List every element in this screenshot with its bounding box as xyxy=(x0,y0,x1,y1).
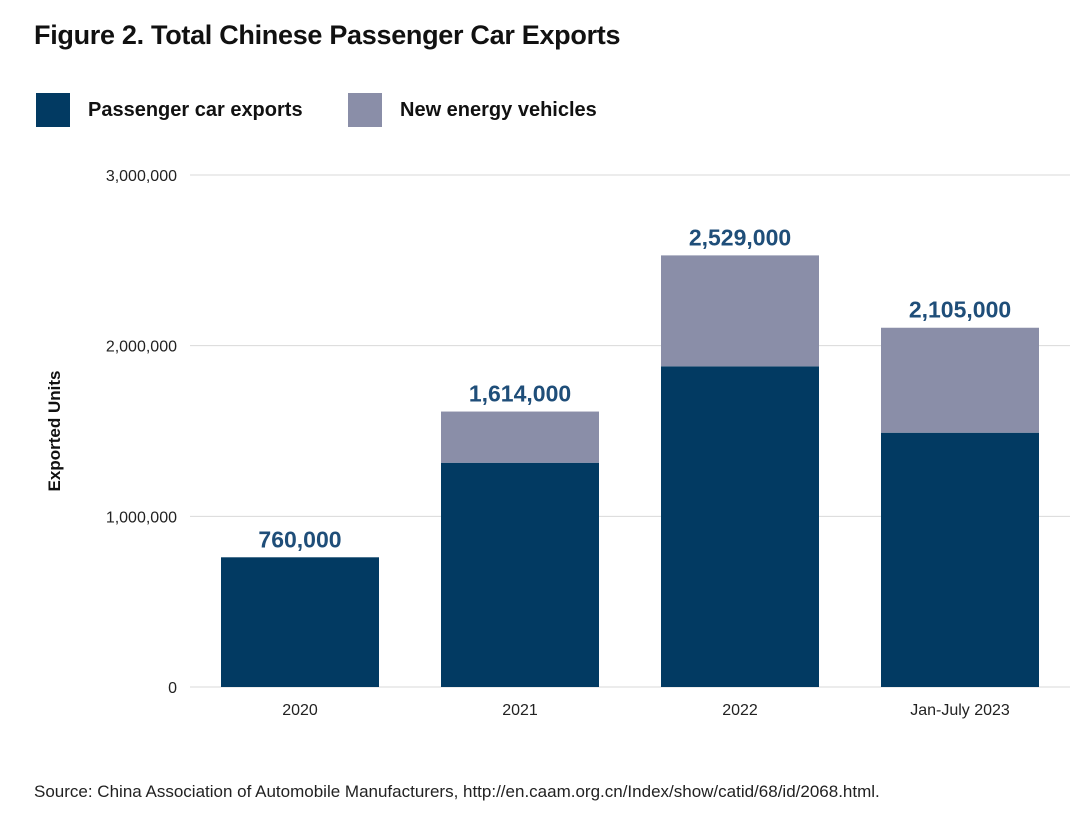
legend-swatch-nev xyxy=(348,93,382,127)
bar-passenger-2 xyxy=(661,366,819,687)
bar-chart: 0 1,000,000 2,000,000 3,000,000 Exported Uni… xyxy=(45,168,1070,719)
bar-nev-3 xyxy=(881,327,1039,433)
x-tick-label-2: 2022 xyxy=(722,702,758,719)
total-label-3: 2,105,000 xyxy=(909,297,1011,323)
bar-passenger-1 xyxy=(441,462,599,687)
x-tick-label-3: Jan-July 2023 xyxy=(910,702,1010,719)
legend-item-passenger: Passenger car exports xyxy=(36,93,303,127)
x-tick-label-0: 2020 xyxy=(282,702,318,719)
y-tick-label-2: 2,000,000 xyxy=(106,339,177,356)
chart-title: Figure 2. Total Chinese Passenger Car Ex… xyxy=(34,20,621,50)
legend-label-passenger: Passenger car exports xyxy=(88,98,303,121)
legend-swatch-passenger xyxy=(36,93,70,127)
bar-nev-1 xyxy=(441,411,599,463)
total-label-0: 760,000 xyxy=(258,526,341,552)
total-label-2: 2,529,000 xyxy=(689,224,791,250)
bar-nev-2 xyxy=(661,255,819,367)
source-note: Source: China Association of Automobile … xyxy=(34,782,880,801)
y-tick-label-3: 3,000,000 xyxy=(106,168,177,185)
bar-passenger-0 xyxy=(221,557,379,687)
y-axis-title: Exported Units xyxy=(45,371,64,492)
y-tick-label-1: 1,000,000 xyxy=(106,509,177,526)
bar-passenger-3 xyxy=(881,432,1039,687)
y-tick-label-0: 0 xyxy=(168,680,177,697)
total-label-1: 1,614,000 xyxy=(469,381,571,407)
legend-label-nev: New energy vehicles xyxy=(400,98,597,121)
x-tick-label-1: 2021 xyxy=(502,702,538,719)
legend-item-nev: New energy vehicles xyxy=(348,93,597,127)
